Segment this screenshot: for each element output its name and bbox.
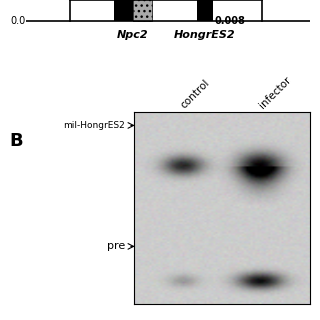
Text: 0.0: 0.0 [10,16,26,26]
Text: HongrES2: HongrES2 [174,30,236,40]
Bar [114,0,133,21]
Text: 0.008: 0.008 [214,16,245,26]
Text: control: control [179,78,211,110]
Bar [197,0,213,21]
Text: B: B [10,132,23,150]
Text: pre: pre [107,241,125,252]
Bar [133,0,152,21]
Text: Npc2: Npc2 [117,30,148,40]
Text: infector: infector [258,75,293,110]
Text: mil-HongrES2: mil-HongrES2 [63,121,125,130]
